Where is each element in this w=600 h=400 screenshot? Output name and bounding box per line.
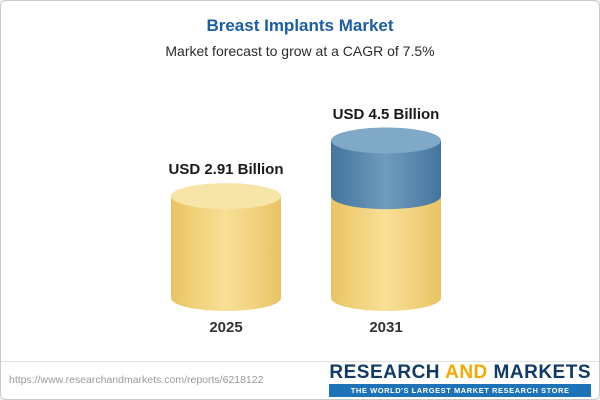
cylinder-2031 [331,127,441,311]
footer-divider [1,361,599,362]
category-label-0: 2025 [209,319,243,336]
value-label-0: USD 2.91 Billion [168,161,284,179]
cylinder-2025 [171,183,281,311]
logo-word-research: RESEARCH [329,362,441,383]
page-title: Breast Implants Market [206,16,394,35]
value-label-1: USD 4.5 Billion [332,105,440,123]
cylinder-segment-gold [331,196,441,311]
logo-word-and: AND [445,362,488,383]
cylinder-segment-gold [171,196,281,311]
logo-wordmark: RESEARCH AND MARKETS [329,363,591,382]
logo-tagline: THE WORLD'S LARGEST MARKET RESEARCH STOR… [329,384,591,397]
cylinder-top-cap [171,183,281,210]
report-url-text: https://www.researchandmarkets.com/repor… [9,374,264,386]
cylinder-top-cap [331,127,441,154]
logo-word-markets: MARKETS [493,362,591,383]
page-subtitle: Market forecast to grow at a CAGR of 7.5… [165,43,435,59]
cylinder-segment-blue [331,140,441,210]
category-label-1: 2031 [369,319,403,336]
research-and-markets-logo: RESEARCH AND MARKETS THE WORLD'S LARGEST… [329,363,591,397]
